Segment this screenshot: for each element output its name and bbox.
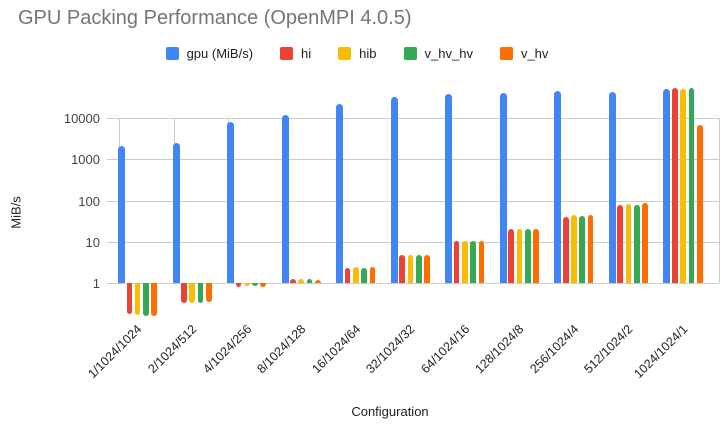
bar-hib [516, 228, 523, 283]
bar-v-hv [424, 254, 430, 283]
bar-v-hv [642, 203, 648, 283]
bar-gpu-mib-s [281, 114, 289, 283]
bar-v-hv-hv [197, 283, 204, 303]
legend-swatch-icon [338, 47, 352, 60]
bar-v-hv [205, 283, 212, 303]
x-category-label: 8/1024/128 [254, 322, 309, 377]
legend-item-v-hv-hv[interactable]: v_hv_hv [403, 46, 473, 61]
legend-swatch-icon [499, 47, 513, 60]
y-tick-label: 10 [85, 234, 100, 250]
y-tick-label: 10000 [63, 111, 100, 127]
bar-hi [344, 268, 351, 283]
bar-v-hv-hv [470, 240, 477, 283]
bar-v-hv-hv [634, 204, 640, 283]
bar-hi [399, 254, 405, 283]
bar-hib [243, 283, 250, 286]
x-category-label: 1/1024/1024 [85, 322, 145, 382]
y-gridline [107, 200, 719, 202]
bar-hi [181, 283, 187, 303]
bar-hib [134, 283, 141, 315]
y-gridline [107, 118, 719, 120]
bar-hi [453, 241, 460, 283]
bar-hib [462, 240, 468, 283]
bar-v-hv-hv [688, 88, 695, 283]
bar-v-hv [151, 283, 158, 316]
legend-label: hib [359, 46, 377, 61]
bar-hib [407, 254, 414, 283]
bar-gpu-mib-s [445, 93, 453, 283]
bar-hib [625, 203, 632, 283]
bar-gpu-mib-s [172, 143, 180, 283]
bar-v-hv [696, 125, 703, 283]
bar-v-hv-hv [524, 228, 531, 283]
bar-gpu-mib-s [554, 91, 562, 283]
bar-v-hv-hv [361, 268, 367, 283]
legend-label: gpu (MiB/s) [186, 46, 254, 61]
bar-v-hv [315, 279, 321, 283]
bar-v-hv [478, 240, 485, 283]
y-tick-label: 100 [78, 193, 100, 209]
bar-v-hv-hv [306, 279, 313, 283]
bar-hib [189, 283, 196, 303]
x-category-label: 1024/1024/1 [631, 322, 691, 382]
bar-gpu-mib-s [118, 146, 125, 283]
y-gridline [107, 283, 719, 284]
legend-item-gpu-mib-s[interactable]: gpu (MiB/s) [165, 46, 254, 61]
bar-gpu-mib-s [608, 92, 616, 283]
bar-v-hv [260, 283, 267, 287]
y-tick-label: 1 [92, 276, 100, 291]
bar-gpu-mib-s [663, 89, 671, 283]
legend-item-hib[interactable]: hib [338, 46, 377, 61]
x-category-label: 64/1024/16 [418, 322, 473, 377]
x-category-label: 32/1024/32 [363, 322, 418, 377]
bar-hi [508, 229, 514, 283]
bar-hib [680, 88, 686, 283]
legend: gpu (MiB/s) hi hib v_hv_hv v_hv [0, 46, 714, 61]
legend-item-hi[interactable]: hi [280, 46, 311, 61]
legend-label: v_hv [520, 46, 549, 61]
y-gridline [107, 159, 719, 161]
bar-hi [671, 88, 678, 283]
y-tick-label: 1000 [71, 152, 100, 168]
x-category-label: 128/1024/8 [472, 322, 527, 377]
bar-hi [617, 205, 624, 283]
legend-swatch-icon [280, 47, 294, 60]
bar-v-hv [533, 228, 539, 283]
bar-v-hv-hv [143, 283, 149, 316]
x-category-label: 256/1024/4 [527, 322, 582, 377]
legend-swatch-icon [403, 47, 417, 60]
bar-gpu-mib-s [499, 93, 507, 283]
bar-gpu-mib-s [336, 103, 344, 283]
legend-swatch-icon [165, 47, 179, 60]
bar-hi [290, 279, 296, 283]
bar-hi [126, 283, 133, 314]
x-category-label: 512/1024/2 [581, 322, 636, 377]
bar-v-hv [369, 267, 376, 283]
bar-v-hv-hv [579, 216, 586, 283]
bar-v-hv [587, 214, 594, 283]
legend-label: hi [301, 46, 312, 61]
x-axis-title: Configuration [351, 404, 429, 419]
chart-title: GPU Packing Performance (OpenMPI 4.0.5) [18, 7, 412, 29]
bar-hi [235, 283, 242, 287]
bar-hib [298, 279, 305, 283]
bar-gpu-mib-s [227, 122, 235, 283]
x-category-label: 4/1024/256 [199, 322, 254, 377]
bar-gpu-mib-s [390, 97, 398, 283]
bar-hi [562, 216, 569, 283]
x-gridline [719, 118, 720, 283]
legend-item-v-hv[interactable]: v_hv [499, 46, 549, 61]
legend-label: v_hv_hv [424, 46, 473, 61]
x-category-label: 2/1024/512 [145, 322, 200, 377]
x-category-label: 16/1024/64 [308, 322, 364, 377]
bar-hib [571, 215, 577, 283]
bar-v-hv-hv [415, 254, 422, 283]
y-gridline [107, 241, 719, 243]
bar-hib [352, 267, 359, 283]
bar-v-hv-hv [252, 283, 258, 286]
